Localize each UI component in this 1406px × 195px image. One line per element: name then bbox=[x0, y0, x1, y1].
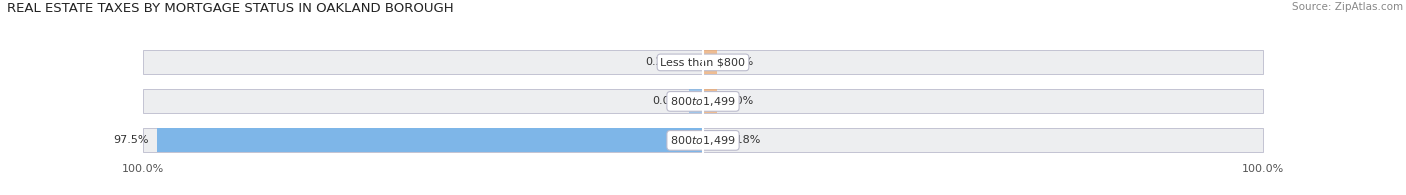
Text: $800 to $1,499: $800 to $1,499 bbox=[671, 134, 735, 147]
Bar bbox=[703, 89, 717, 113]
Bar bbox=[143, 50, 1263, 74]
Bar bbox=[157, 128, 703, 152]
Text: 97.5%: 97.5% bbox=[114, 135, 149, 145]
Bar bbox=[689, 89, 703, 113]
Bar bbox=[143, 89, 1263, 113]
Text: 0.0%: 0.0% bbox=[725, 96, 754, 106]
Bar bbox=[143, 128, 1263, 152]
Text: 0.0%: 0.0% bbox=[652, 96, 681, 106]
Text: 0.26%: 0.26% bbox=[645, 57, 681, 67]
Text: REAL ESTATE TAXES BY MORTGAGE STATUS IN OAKLAND BOROUGH: REAL ESTATE TAXES BY MORTGAGE STATUS IN … bbox=[7, 2, 454, 15]
Text: Source: ZipAtlas.com: Source: ZipAtlas.com bbox=[1292, 2, 1403, 12]
Text: 0.0%: 0.0% bbox=[725, 57, 754, 67]
Bar bbox=[702, 50, 703, 74]
Text: Less than $800: Less than $800 bbox=[661, 57, 745, 67]
Text: $800 to $1,499: $800 to $1,499 bbox=[671, 95, 735, 108]
Bar bbox=[703, 50, 717, 74]
Text: 0.18%: 0.18% bbox=[725, 135, 761, 145]
